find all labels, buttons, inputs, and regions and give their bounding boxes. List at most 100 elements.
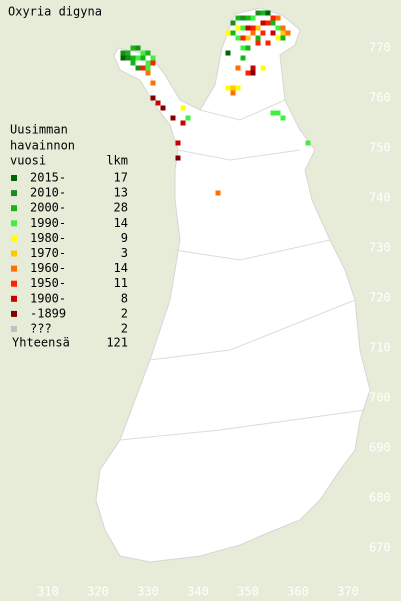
legend-swatch [11, 280, 17, 287]
observation-square [135, 65, 141, 71]
observation-square [275, 35, 281, 41]
observation-square [250, 70, 256, 76]
observation-square [280, 30, 286, 36]
observation-square [140, 50, 146, 56]
observation-square [280, 35, 286, 41]
legend-label: 2010- [30, 186, 66, 200]
observation-square [130, 45, 136, 51]
y-tick-label: 670 [369, 541, 391, 555]
legend-swatch [11, 250, 17, 257]
observation-square [260, 65, 266, 71]
x-tick-label: 370 [337, 585, 359, 599]
observation-square [150, 80, 156, 86]
province-borders [119, 99, 366, 441]
observation-square [150, 55, 156, 61]
observation-square [245, 35, 251, 41]
observation-square [145, 50, 151, 56]
observation-square [255, 35, 261, 41]
x-tick-label: 310 [37, 585, 59, 599]
observation-square [240, 15, 246, 21]
observation-square [235, 35, 241, 41]
observation-square [230, 90, 236, 96]
observation-square [285, 30, 291, 36]
legend-count: 14 [114, 261, 128, 275]
y-tick-label: 760 [369, 91, 391, 105]
observation-square [275, 25, 281, 31]
legend-label: 1960- [30, 261, 66, 275]
legend-swatch [11, 175, 17, 181]
observation-square [130, 60, 136, 66]
legend-label: ??? [30, 322, 52, 336]
y-tick-label: 750 [369, 141, 391, 155]
observation-square [280, 25, 286, 31]
observation-square [265, 40, 271, 46]
observation-square [260, 10, 266, 16]
observation-square [150, 95, 156, 101]
observation-square [145, 60, 151, 66]
observation-square [240, 45, 246, 51]
observation-square [145, 65, 151, 71]
observation-square [240, 25, 246, 31]
legend-count: 8 [121, 291, 128, 305]
legend-swatch [11, 220, 17, 227]
observation-square [230, 30, 236, 36]
legend-swatch [11, 326, 17, 332]
legend-label: 1990- [30, 216, 66, 230]
observation-square [225, 85, 231, 91]
observation-square [275, 110, 281, 116]
observation-square [250, 15, 256, 21]
legend-label: 1950- [30, 276, 66, 290]
observation-square [270, 110, 276, 116]
observation-square [135, 45, 141, 51]
observation-square [250, 65, 256, 71]
observation-square [245, 25, 251, 31]
x-tick-label: 360 [287, 585, 309, 599]
legend-label: 2000- [30, 201, 66, 215]
legend-count: 9 [121, 231, 128, 245]
legend-swatch [11, 205, 17, 212]
observation-square [180, 105, 186, 111]
observation-square [240, 55, 246, 61]
legend-count: 3 [121, 246, 128, 260]
observation-square [150, 60, 156, 66]
total-label: Yhteensä [12, 336, 70, 350]
observation-square [270, 15, 276, 21]
observation-square [130, 55, 136, 61]
total-value: 121 [106, 336, 128, 350]
legend-header: havainnon [10, 139, 75, 153]
observation-square [235, 85, 241, 91]
observation-square [250, 25, 256, 31]
observation-square [155, 100, 161, 106]
observation-square [225, 50, 231, 56]
legend-label: 1970- [30, 246, 66, 260]
legend-swatch [11, 310, 17, 317]
observation-square [255, 40, 261, 46]
observation-square [175, 155, 181, 161]
legend-count-header: lkm [106, 154, 128, 168]
legend-label: 1980- [30, 231, 66, 245]
observation-square [260, 20, 266, 26]
y-tick-label: 680 [369, 491, 391, 505]
x-tick-label: 320 [87, 585, 109, 599]
y-tick-label: 730 [369, 241, 391, 255]
legend-count: 2 [121, 306, 128, 320]
observation-square [270, 20, 276, 26]
legend-swatch [11, 190, 17, 197]
observation-square [125, 50, 131, 56]
legend-count: 17 [114, 171, 128, 185]
observation-square [135, 55, 141, 61]
observation-square [140, 65, 146, 71]
title: Oxyria digyna [8, 5, 102, 19]
observation-square [120, 50, 126, 56]
observation-square [275, 15, 281, 21]
observation-square [125, 55, 131, 61]
observation-square [160, 105, 166, 111]
x-tick-label: 340 [187, 585, 209, 599]
legend-count: 28 [114, 201, 128, 215]
y-tick-label: 720 [369, 291, 391, 305]
legend-header: vuosi [10, 154, 46, 168]
legend-header: Uusimman [10, 123, 68, 137]
observation-square [180, 120, 186, 126]
observation-square [145, 70, 151, 76]
